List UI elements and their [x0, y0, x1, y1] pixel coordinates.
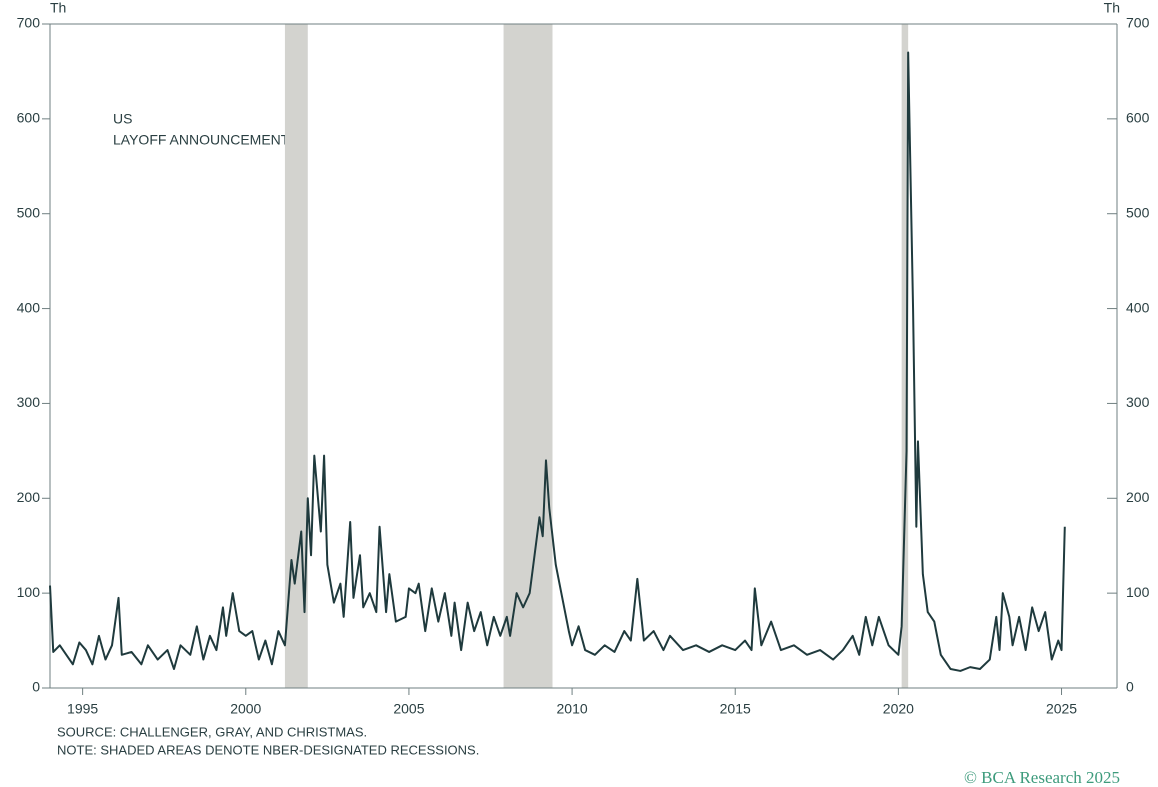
x-tick-label: 2020: [883, 701, 914, 717]
y-tick-label: 500: [17, 204, 41, 220]
y-tick-label: 100: [17, 584, 41, 600]
y-tick-label: 300: [17, 394, 41, 410]
y-tick-label: 700: [17, 15, 41, 31]
y2-axis-unit: Th: [1104, 0, 1120, 16]
annotation: US: [113, 111, 132, 127]
y2-tick-label: 200: [1126, 489, 1150, 505]
recession-band: [901, 24, 909, 688]
y-axis-unit: Th: [50, 0, 66, 16]
y2-tick-label: 500: [1126, 204, 1150, 220]
annotation: LAYOFF ANNOUNCEMENTS: [113, 132, 299, 148]
source: SOURCE: CHALLENGER, GRAY, AND CHRISTMAS.: [57, 724, 367, 739]
x-tick-label: 2000: [230, 701, 261, 717]
y-tick-label: 200: [17, 489, 41, 505]
y2-tick-label: 300: [1126, 394, 1150, 410]
x-tick-label: 2010: [557, 701, 588, 717]
x-tick-label: 2025: [1046, 701, 1077, 717]
note: NOTE: SHADED AREAS DENOTE NBER-DESIGNATE…: [57, 742, 479, 757]
y-tick-label: 600: [17, 110, 41, 126]
recession-band: [284, 24, 308, 688]
y2-tick-label: 100: [1126, 584, 1150, 600]
data-line: [49, 51, 1066, 672]
y2-tick-label: 700: [1126, 15, 1150, 31]
y-tick-label: 0: [32, 679, 40, 695]
x-tick-label: 2005: [393, 701, 424, 717]
y-tick-label: 400: [17, 299, 41, 315]
x-tick-label: 2015: [720, 701, 751, 717]
y2-tick-label: 400: [1126, 299, 1150, 315]
y2-tick-label: 0: [1126, 679, 1134, 695]
x-tick-label: 1995: [67, 701, 98, 717]
credit: © BCA Research 2025: [964, 768, 1120, 787]
recession-band: [503, 24, 553, 688]
y2-tick-label: 600: [1126, 110, 1150, 126]
